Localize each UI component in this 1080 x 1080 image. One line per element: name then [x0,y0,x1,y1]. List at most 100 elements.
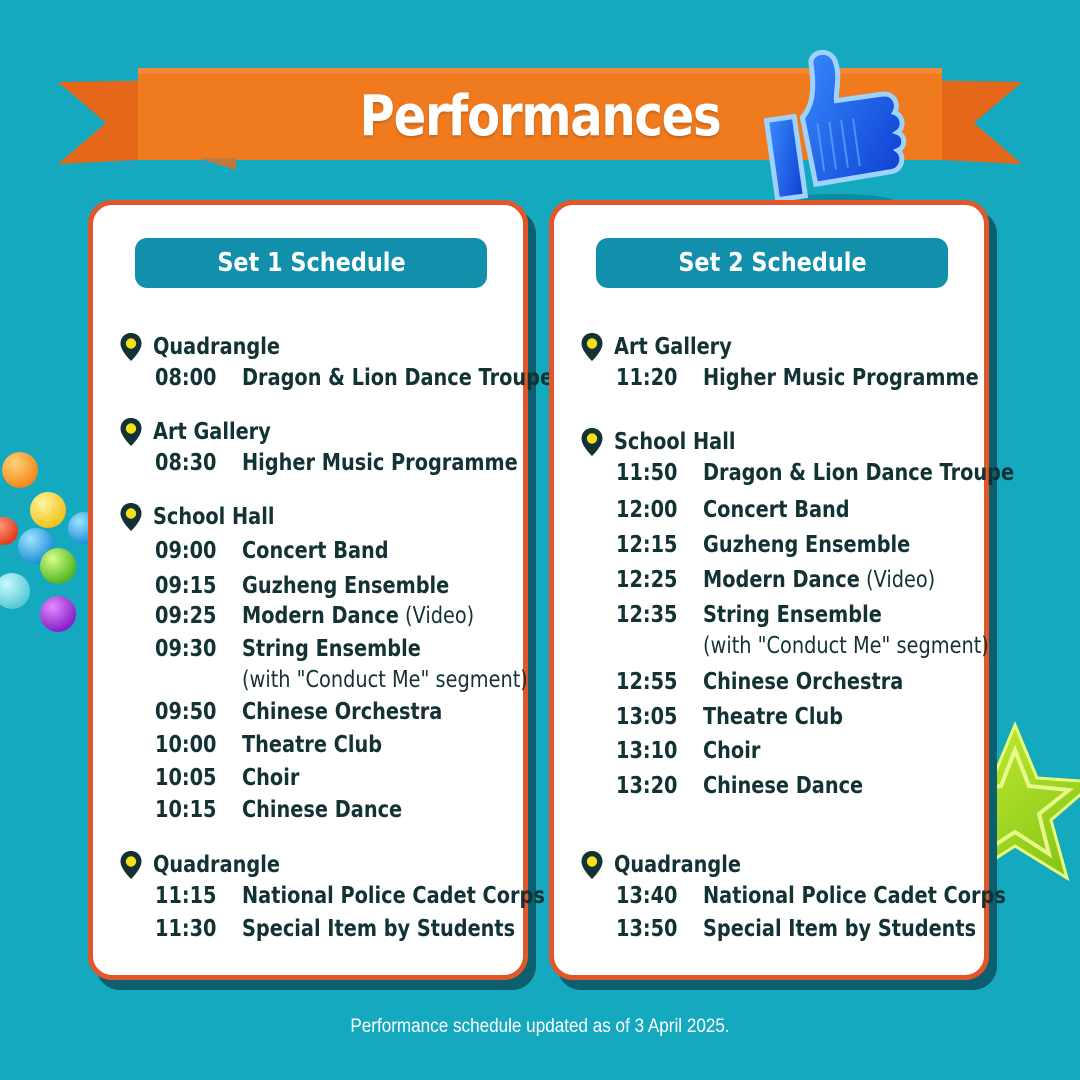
performance-item: Chinese Orchestra [242,699,480,725]
performance-name: Modern Dance [703,567,860,593]
performance-item: Concert Band [703,497,878,523]
performance-item: National Police Cadet Corps [703,883,1064,909]
performance-time: 12:15 [616,532,678,558]
decorative-balls [0,452,100,632]
performance-name: Higher Music Programme [242,450,518,476]
performance-note: (Video) [404,603,475,629]
performance-time: 08:00 [155,365,217,391]
performance-name: Modern Dance [242,603,399,629]
performance-name: Concert Band [242,538,389,564]
performance-time: 11:15 [155,883,217,909]
performance-item: Choir [242,765,310,791]
performance-item: Modern Dance (Video) [242,603,474,629]
performance-item: Theatre Club [242,732,409,758]
performance-item: Concert Band [242,538,417,564]
location-pin-icon [120,851,142,879]
performance-time: 10:00 [155,732,217,758]
performance-item: Special Item by Students [242,916,567,942]
set2-card: Set 2 Schedule Art Gallery 11:20 Higher Mu… [549,200,1014,980]
performance-time: 12:00 [616,497,678,523]
performance-item: Theatre Club [703,704,870,730]
performance-name: National Police Cadet Corps [242,883,545,909]
set2-header: Set 2 Schedule [596,238,948,288]
performance-time: 09:00 [155,538,217,564]
performance-item: Chinese Orchestra [703,669,941,695]
venue-label: School Hall [614,429,736,455]
performance-time: 10:15 [155,797,217,823]
performance-name: Choir [242,765,300,791]
performance-name: String Ensemble [242,636,421,662]
performance-name: Special Item by Students [242,916,516,942]
performance-time: 09:50 [155,699,217,725]
performance-name: Theatre Club [242,732,383,758]
performance-item: Modern Dance (Video) [703,567,935,593]
performance-item: Choir [703,738,771,764]
star-icon [985,721,1080,882]
performance-name: Dragon & Lion Dance Troupe [703,460,1015,486]
venue-heading: Art Gallery [119,417,293,447]
performance-name: Concert Band [703,497,850,523]
performance-item: Guzheng Ensemble [242,573,489,599]
location-pin-icon [120,503,142,531]
performance-time: 11:50 [616,460,678,486]
performance-time: 09:30 [155,636,217,662]
performance-time: 11:20 [616,365,678,391]
performance-note: (Video) [865,567,936,593]
performance-time: 13:50 [616,916,678,942]
venue-heading: Art Gallery [580,332,754,362]
performance-item: Dragon & Lion Dance Troupe [242,365,612,391]
performance-time: 12:55 [616,669,678,695]
performance-time: 10:05 [155,765,217,791]
venue-label: Art Gallery [614,334,732,360]
set1-header: Set 1 Schedule [135,238,487,288]
performance-item: Chinese Dance [242,797,433,823]
venue-heading: Quadrangle [119,850,304,880]
footer-note: Performance schedule updated as of 3 Apr… [350,1016,730,1037]
performance-name: Chinese Dance [242,797,403,823]
venue-label: School Hall [153,504,275,530]
location-pin-icon [120,333,142,361]
performance-time: 13:20 [616,773,678,799]
performance-item: Dragon & Lion Dance Troupe [703,460,1073,486]
performance-item: String Ensemble [242,636,455,662]
performance-time: 12:25 [616,567,678,593]
performance-subnote: (with "Conduct Me" segment) [703,633,989,659]
venue-label: Quadrangle [614,852,741,878]
performance-name: Guzheng Ensemble [703,532,911,558]
performance-subnote-row: (with "Conduct Me" segment) [242,667,582,695]
performance-item: Higher Music Programme [242,450,570,476]
location-pin-icon [581,851,603,879]
performance-time: 08:30 [155,450,217,476]
location-pin-icon [581,428,603,456]
venue-label: Art Gallery [153,419,271,445]
performance-time: 13:40 [616,883,678,909]
performance-name: Dragon & Lion Dance Troupe [242,365,554,391]
performance-item: Higher Music Programme [703,365,1031,391]
venue-heading: School Hall [580,427,759,457]
venue-heading: Quadrangle [119,332,304,362]
performance-name: Guzheng Ensemble [242,573,450,599]
performance-name: Chinese Orchestra [703,669,904,695]
performance-subnote: (with "Conduct Me" segment) [242,667,528,693]
performance-name: Choir [703,738,761,764]
performance-item: Guzheng Ensemble [703,532,950,558]
performance-time: 11:30 [155,916,217,942]
set1-card: Set 1 Schedule Quadrangle 08:00 Dragon & L… [88,200,553,980]
performance-name: National Police Cadet Corps [703,883,1006,909]
performance-item: National Police Cadet Corps [242,883,603,909]
performance-subnote-row: (with "Conduct Me" segment) [703,633,1043,661]
performance-item: Chinese Dance [703,773,894,799]
location-pin-icon [581,333,603,361]
venue-heading: School Hall [119,502,298,532]
performance-item: String Ensemble [703,602,916,628]
performance-time: 13:05 [616,704,678,730]
location-pin-icon [120,418,142,446]
venue-label: Quadrangle [153,334,280,360]
performance-name: Theatre Club [703,704,844,730]
performance-name: Chinese Dance [703,773,864,799]
performance-time: 12:35 [616,602,678,628]
performance-name: String Ensemble [703,602,882,628]
performance-name: Higher Music Programme [703,365,979,391]
thumbs-up-icon [763,49,907,210]
performance-name: Chinese Orchestra [242,699,443,725]
